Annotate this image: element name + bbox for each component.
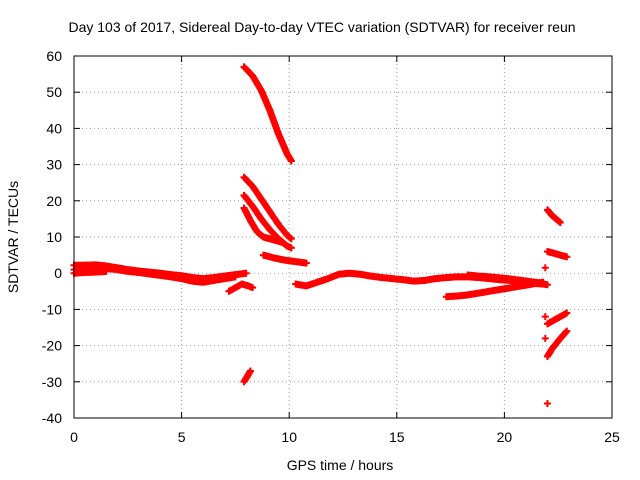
data-point (539, 279, 547, 287)
tick-labels: 0 5 10 15 20 25 -40 -30 -20 -10 0 10 20 30 40 50 60 (42, 48, 620, 445)
x-axis-label: GPS time / hours (287, 457, 394, 473)
x-tick-label: 0 (70, 429, 78, 445)
series-short-arc-7h (225, 280, 257, 295)
grid-lines (74, 56, 612, 418)
data-point (102, 267, 110, 275)
x-tick-label: 5 (178, 429, 186, 445)
series-arc-lower (240, 204, 287, 246)
data-point (563, 309, 571, 317)
data-point (302, 259, 310, 267)
x-tick-label: 10 (281, 429, 297, 445)
data-point (242, 269, 250, 277)
y-tick-label: 30 (46, 157, 62, 173)
x-tick-label: 25 (604, 429, 620, 445)
data-point (287, 157, 295, 165)
data-point (541, 264, 549, 272)
data-point (249, 284, 257, 292)
series-baseline-track-c (70, 267, 110, 277)
data-point (543, 281, 551, 289)
series-diverging-upper (464, 271, 547, 287)
data-point (287, 235, 295, 243)
y-tick-label: 10 (46, 229, 62, 245)
series-negative-arc (240, 367, 254, 386)
y-axis-label: SDTVAR / TECUs (5, 181, 21, 293)
data-series (70, 63, 571, 408)
series-late-arc-neg12 (543, 309, 571, 328)
axis-ticks (73, 55, 613, 419)
data-point (541, 313, 549, 321)
y-tick-label: 60 (46, 48, 62, 64)
data-point (279, 238, 287, 246)
series-late-arc-17 (543, 206, 564, 227)
y-tick-label: 20 (46, 193, 62, 209)
y-tick-label: -40 (42, 410, 62, 426)
data-point (563, 327, 571, 335)
chart-title: Day 103 of 2017, Sidereal Day-to-day VTE… (68, 19, 575, 35)
series-steep-descent (240, 63, 295, 165)
data-point (287, 244, 295, 252)
y-tick-label: -10 (42, 301, 62, 317)
data-point (231, 273, 239, 281)
series-late-arc-neg18 (543, 327, 571, 360)
x-tick-label: 20 (497, 429, 513, 445)
plot-frame (73, 55, 613, 419)
series-descending-low (259, 251, 310, 267)
data-point (543, 400, 551, 408)
data-point (556, 219, 564, 227)
data-point (563, 253, 571, 261)
data-point (541, 334, 549, 342)
y-tick-label: 40 (46, 120, 62, 136)
x-tick-label: 15 (389, 429, 405, 445)
y-tick-label: 0 (54, 265, 62, 281)
y-tick-label: -30 (42, 374, 62, 390)
y-tick-label: 50 (46, 84, 62, 100)
series-late-isolated (541, 264, 551, 408)
series-arc-upper (240, 173, 295, 243)
y-tick-label: -20 (42, 338, 62, 354)
data-point (246, 367, 254, 375)
series-late-arc-5 (543, 247, 571, 261)
